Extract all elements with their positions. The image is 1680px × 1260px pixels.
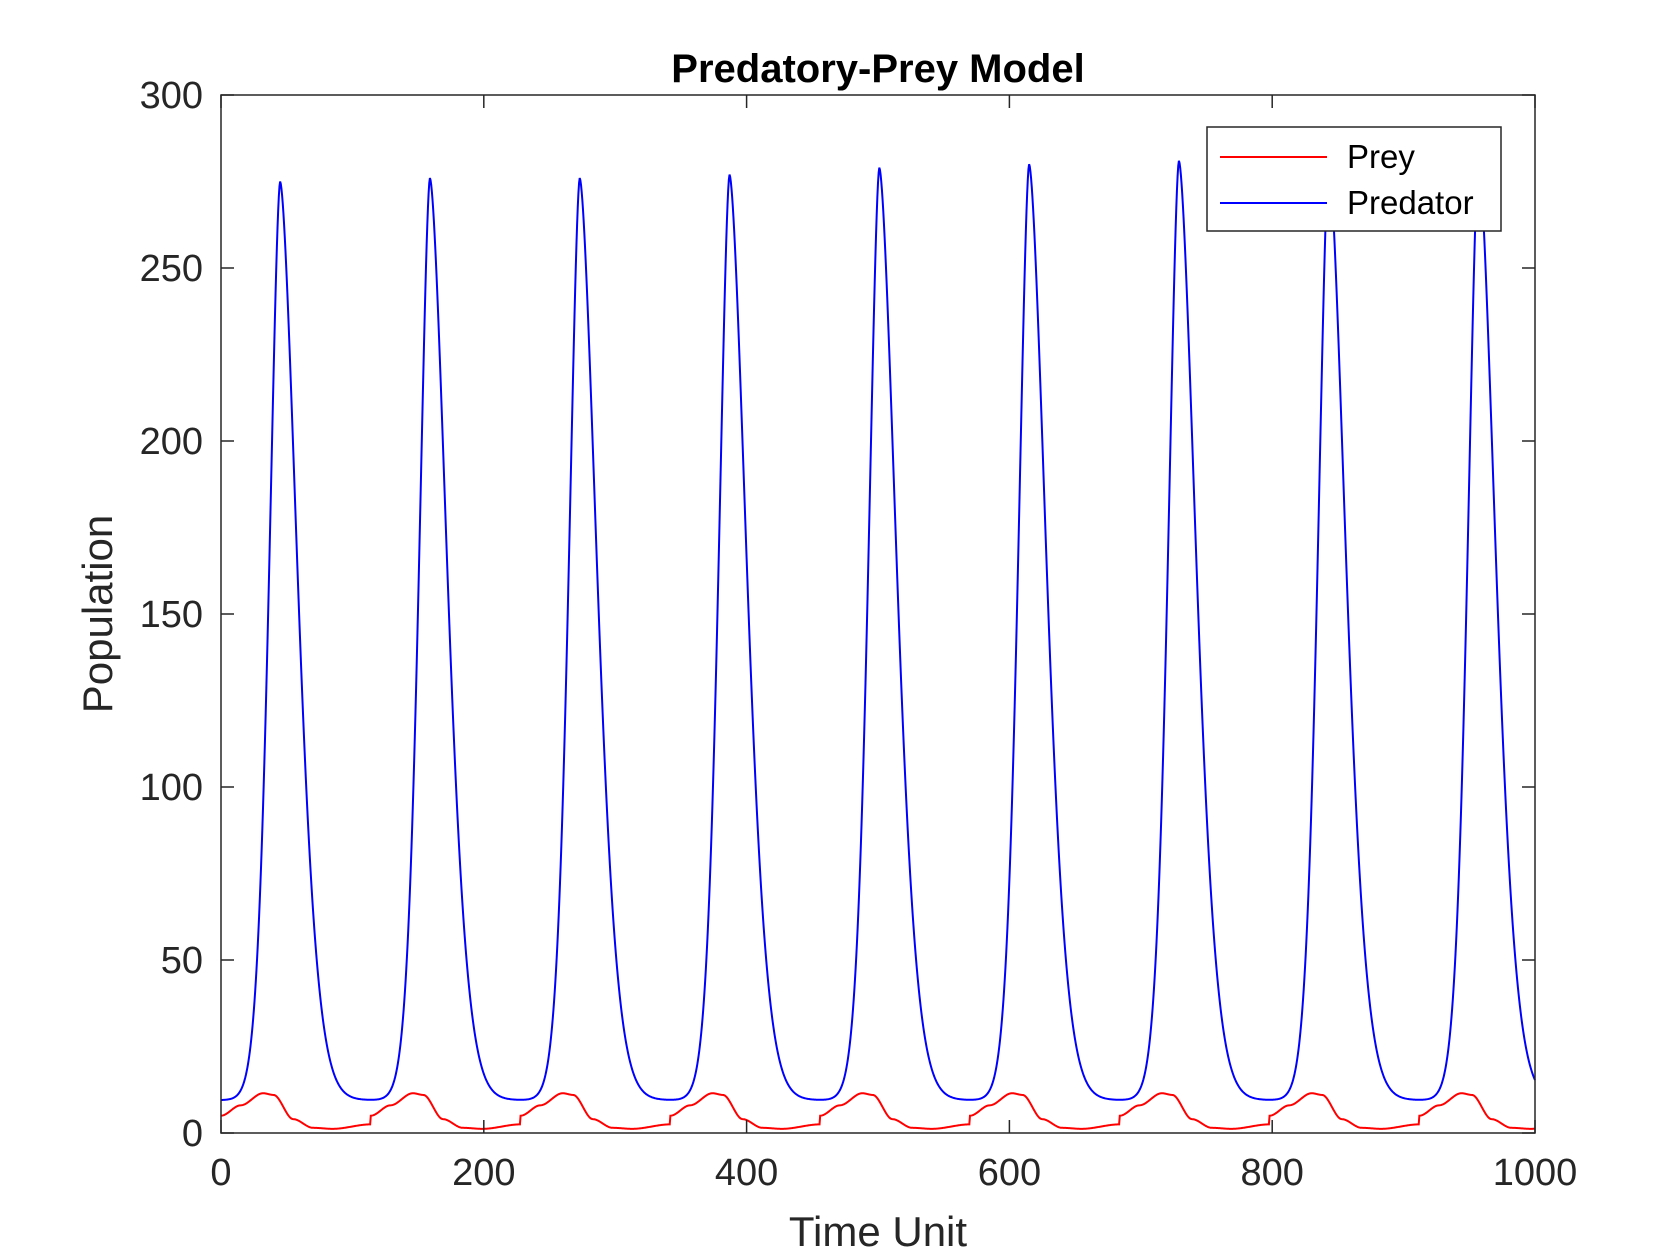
x-tick-label: 1000 [1493,1152,1578,1194]
x-tick-label: 0 [210,1152,231,1194]
y-axis-label: Population [74,515,121,714]
x-axis-label: Time Unit [789,1208,967,1255]
x-tick-label: 600 [978,1152,1041,1194]
chart-title: Predatory-Prey Model [671,47,1084,91]
y-tick-label: 200 [140,421,203,463]
y-tick-label: 150 [140,594,203,636]
y-tick-label: 50 [161,940,203,982]
plot-area [220,157,1536,1130]
legend-label-prey: Prey [1347,138,1415,175]
axes: 0 200 400 600 800 1000 0 50 100 150 200 250 300 [140,75,1578,1194]
legend-box [1206,126,1502,232]
y-tick-label: 0 [182,1113,203,1155]
series-line-prey [220,1092,1536,1130]
x-tick-label: 800 [1240,1152,1303,1194]
legend: Prey Predator [1206,126,1502,232]
x-tick-label: 200 [452,1152,515,1194]
legend-label-predator: Predator [1347,184,1474,221]
y-tick-label: 250 [140,248,203,290]
series-line-predator [220,157,1536,1101]
x-tick-label: 400 [715,1152,778,1194]
y-tick-label: 300 [140,75,203,117]
y-tick-label: 100 [140,767,203,809]
